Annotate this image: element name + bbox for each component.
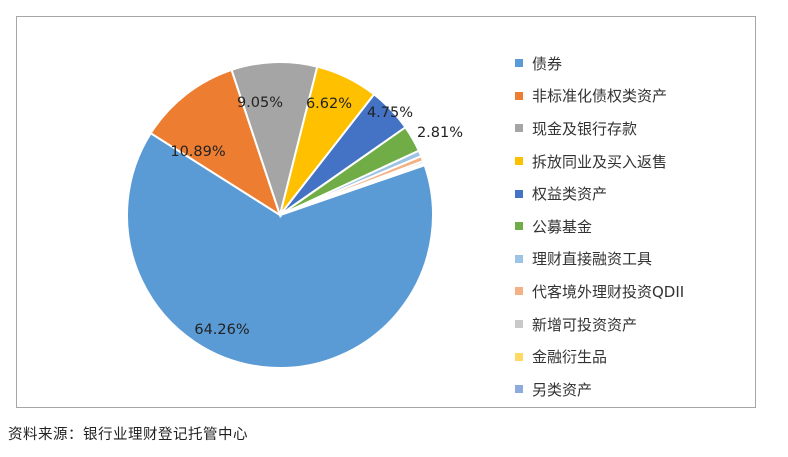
legend-swatch	[515, 91, 523, 100]
legend-label: 公募基金	[532, 217, 593, 236]
legend-label: 另类资产	[532, 380, 593, 399]
data-label-4: 4.75%	[367, 105, 413, 121]
legend-item: 代客境外理财投资QDII	[515, 275, 684, 308]
source-note: 资料来源：银行业理财登记托管中心	[8, 427, 248, 443]
legend-item: 现金及银行存款	[515, 112, 684, 145]
legend-label: 新增可投资资产	[532, 315, 638, 334]
data-label-3: 6.62%	[306, 96, 352, 112]
legend-item: 非标准化债权类资产	[515, 80, 684, 113]
legend-label: 代客境外理财投资QDII	[532, 282, 685, 301]
legend-swatch	[515, 157, 523, 166]
legend-item: 债券	[515, 47, 684, 80]
data-label-2: 9.05%	[237, 95, 283, 111]
legend-swatch	[515, 287, 523, 296]
legend-swatch	[515, 352, 523, 361]
legend: 债券非标准化债权类资产 现金及银行存款拆放同业及买入返售 权益类资产公募基金理财直接…	[515, 47, 684, 406]
legend-swatch	[515, 59, 523, 68]
legend-swatch	[515, 385, 523, 394]
legend-item: 另类资产	[515, 373, 684, 406]
pie-slice-0	[126, 131, 434, 369]
legend-label: 理财直接融资工具	[532, 250, 653, 269]
legend-item: 理财直接融资工具	[515, 243, 684, 276]
legend-swatch	[515, 320, 523, 329]
pie-slice-1	[149, 68, 282, 218]
pie-slice-2	[230, 61, 319, 219]
data-label-5: 2.81%	[417, 125, 463, 141]
legend-label: 金融衍生品	[532, 348, 608, 367]
legend-item: 新增可投资资产	[515, 308, 684, 341]
legend-item: 金融衍生品	[515, 340, 684, 373]
legend-label: 拆放同业及买入返售	[532, 152, 668, 171]
legend-label: 现金及银行存款	[532, 119, 638, 138]
legend-label: 债券	[532, 54, 563, 73]
legend-swatch	[515, 222, 523, 231]
legend-swatch	[515, 124, 523, 133]
legend-swatch	[515, 254, 523, 263]
legend-item: 权益类资产	[515, 177, 684, 210]
data-label-1: 10.89%	[170, 144, 225, 160]
data-label-0: 64.26%	[194, 322, 249, 338]
legend-item: 拆放同业及买入返售	[515, 145, 684, 178]
legend-label: 权益类资产	[532, 185, 608, 204]
legend-label: 非标准化债权类资产	[532, 87, 668, 106]
legend-swatch	[515, 189, 523, 198]
pie-chart: 64.26% 10.89% 9.05% 6.62% 4.75%2.81%	[126, 61, 463, 369]
legend-item: 公募基金	[515, 210, 684, 243]
chart-frame: 64.26% 10.89% 9.05% 6.62% 4.75% 2.81% 债券非标准化债…	[16, 16, 756, 408]
pie-slice-10	[279, 163, 426, 216]
